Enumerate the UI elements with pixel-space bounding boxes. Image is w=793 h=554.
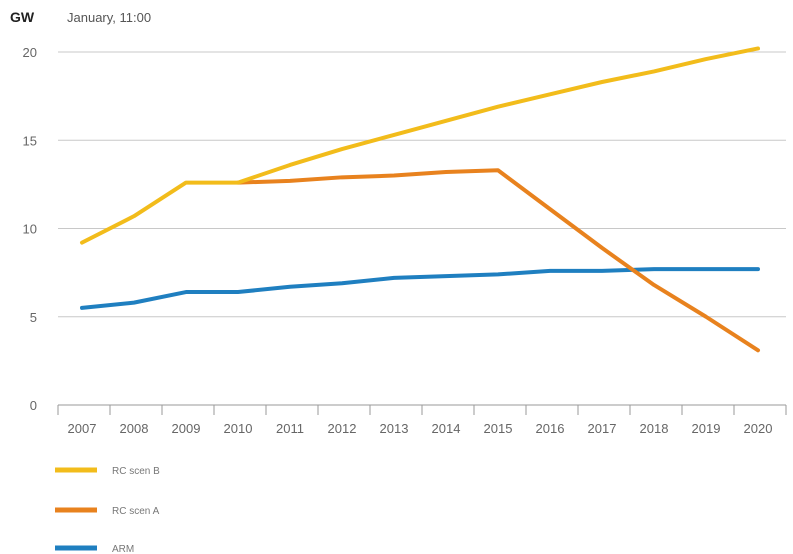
x-tick-label: 2015 bbox=[484, 421, 513, 436]
legend-label: ARM bbox=[112, 544, 134, 554]
x-tick-label: 2008 bbox=[120, 421, 149, 436]
y-tick-label: 5 bbox=[30, 310, 37, 325]
x-tick-label: 2011 bbox=[276, 421, 304, 436]
y-tick-label: 0 bbox=[30, 398, 37, 413]
x-tick-label: 2010 bbox=[224, 421, 253, 436]
y-tick-label: 10 bbox=[23, 222, 37, 237]
y-tick-labels: 0 5 10 15 20 bbox=[23, 45, 37, 413]
x-tick-label: 2018 bbox=[640, 421, 669, 436]
x-tick-label: 2013 bbox=[380, 421, 409, 436]
x-axis bbox=[57, 404, 787, 415]
series-line-rc-scen-b bbox=[80, 46, 760, 245]
gridlines bbox=[58, 51, 786, 318]
x-tick-label: 2020 bbox=[744, 421, 773, 436]
x-tick-label: 2019 bbox=[692, 421, 721, 436]
x-tick-label: 2014 bbox=[432, 421, 461, 436]
y-unit-label: GW bbox=[10, 9, 35, 25]
x-tick-label: 2016 bbox=[536, 421, 565, 436]
y-tick-label: 15 bbox=[23, 133, 37, 148]
legend: RC scen B RC scen A ARM bbox=[55, 466, 160, 554]
legend-label: RC scen A bbox=[112, 506, 160, 517]
series-line-arm bbox=[80, 267, 760, 310]
x-tick-label: 2012 bbox=[328, 421, 357, 436]
legend-label: RC scen B bbox=[112, 466, 160, 477]
x-tick-label: 2009 bbox=[172, 421, 201, 436]
x-tick-labels: 2007 2008 2009 2010 2011 2012 2013 2014 2015 2016… bbox=[68, 421, 773, 436]
y-tick-label: 20 bbox=[23, 45, 37, 60]
chart-title: January, 11:00 bbox=[67, 10, 151, 25]
x-tick-label: 2017 bbox=[588, 421, 617, 436]
x-tick-label: 2007 bbox=[68, 421, 97, 436]
series-line-rc-scen-a bbox=[236, 168, 760, 353]
series-lines bbox=[80, 46, 760, 353]
